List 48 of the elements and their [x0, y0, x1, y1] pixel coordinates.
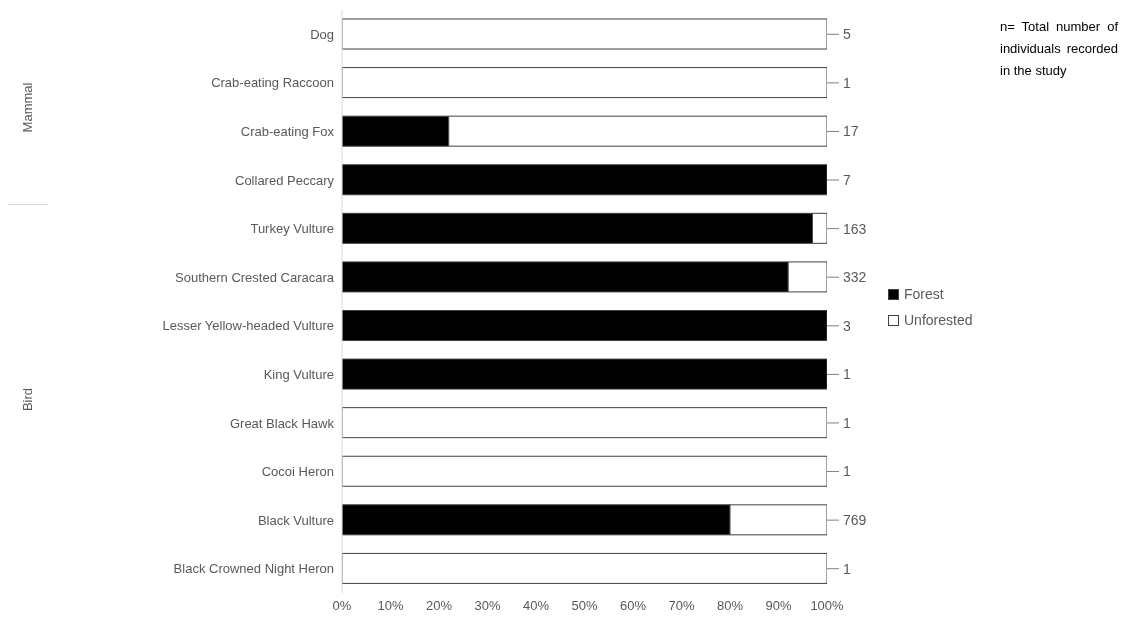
x-tick-label: 40% [522, 598, 550, 614]
y-tick-label: Great Black Hawk [229, 415, 335, 431]
x-tick-label: 0% [332, 598, 352, 614]
bar [342, 552, 827, 584]
legend-label: Unforested [903, 312, 973, 328]
x-tick-label: 70% [668, 598, 695, 614]
text: Mammal [20, 82, 36, 133]
text: 769 [843, 512, 867, 529]
text: 1 [843, 74, 851, 91]
text: 1 [843, 463, 851, 480]
text: 1 [843, 414, 851, 431]
y-tick-label: Crab-eating Raccoon [211, 75, 334, 91]
y-tick-label: Collared Peccary [235, 172, 335, 188]
text: Bird [20, 387, 36, 411]
y-tick-label: Dog [310, 26, 334, 42]
legend-label: Forest [903, 286, 945, 302]
y-tick-label: Southern Crested Caracara [175, 269, 335, 285]
x-tick-label: 50% [571, 598, 598, 614]
y-tick-label: Cocoi Heron [261, 464, 334, 480]
text: 5 [843, 26, 851, 43]
x-tick-label: 80% [716, 598, 744, 614]
bar [342, 67, 827, 99]
bar [342, 310, 827, 341]
text: 332 [843, 269, 867, 286]
text: n= Total number of individuals recorded in the study [1000, 18, 1118, 80]
x-tick-label: 10% [377, 598, 404, 614]
text: 1 [843, 366, 851, 383]
bar [342, 407, 827, 439]
y-tick-label: Black Crowned Night Heron [173, 561, 334, 577]
x-tick-label: 100% [810, 598, 845, 614]
bar [342, 358, 827, 390]
y-tick-label: Crab-eating Fox [240, 124, 335, 140]
x-tick-label: 90% [765, 598, 792, 614]
text: 1 [843, 560, 851, 577]
y-tick-label: Black Vulture [257, 512, 334, 528]
y-tick-label: King Vulture [263, 366, 334, 382]
x-tick-label: 30% [474, 598, 501, 614]
x-tick-label: 60% [619, 598, 647, 614]
text: 3 [843, 317, 851, 334]
text: 7 [843, 171, 851, 188]
text: 17 [843, 123, 859, 140]
y-tick-label: Turkey Vulture [250, 221, 334, 237]
y-tick-label: Lesser Yellow-headed Vulture [162, 318, 334, 334]
bar [342, 18, 827, 50]
text: 163 [843, 220, 867, 237]
bar [342, 164, 827, 196]
bar [342, 455, 827, 487]
x-tick-label: 20% [425, 598, 453, 614]
